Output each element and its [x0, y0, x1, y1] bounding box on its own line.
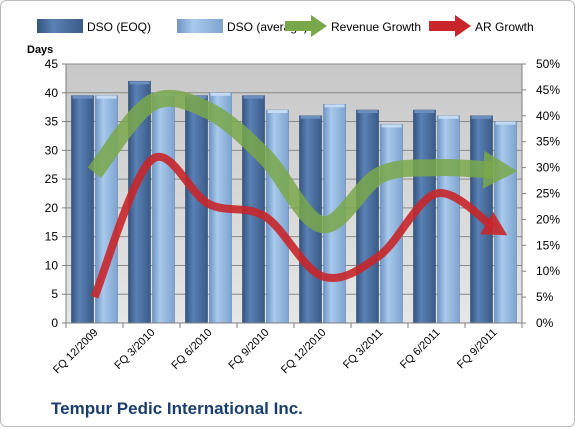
y-tick-label: 20: [45, 201, 59, 215]
bar-dso-average: [152, 92, 175, 324]
x-tick-label: FQ 6/2010: [169, 327, 214, 372]
legend-swatch-dso-average: [177, 19, 223, 33]
x-tick-label: FQ 12/2010: [279, 327, 329, 377]
bar-top-highlight: [72, 95, 93, 99]
company-title: Tempur Pedic International Inc.: [51, 399, 303, 418]
y-tick-label: 40: [45, 86, 59, 100]
bar-top-highlight: [495, 121, 516, 125]
bar-dso-eoq: [413, 109, 436, 324]
legend-label-ar-growth: AR Growth: [475, 20, 534, 34]
y-tick-label: 0: [51, 316, 58, 330]
y-tick-label: 15: [45, 230, 59, 244]
y2-tick-label: 15%: [536, 238, 560, 252]
y2-tick-label: 5%: [536, 290, 554, 304]
y-tick-label: 25: [45, 172, 59, 186]
legend-arrow-revenue-growth: [285, 15, 327, 37]
bar-top-highlight: [438, 115, 459, 119]
y2-tick-label: 20%: [536, 212, 560, 226]
bar-top-highlight: [129, 81, 150, 85]
x-tick-label: FQ 6/2011: [398, 327, 443, 372]
y2-tick-label: 0%: [536, 316, 554, 330]
line-ar-growth: [90, 153, 508, 299]
bar-top-highlight: [96, 95, 117, 99]
y-tick-label: 45: [45, 57, 59, 71]
bar-top-highlight: [324, 104, 345, 108]
bar-top-highlight: [267, 110, 288, 114]
bar-dso-average: [437, 115, 460, 324]
x-tick-label: FQ 9/2011: [455, 327, 500, 372]
y2-tick-label: 45%: [536, 83, 560, 97]
bar-top-highlight: [210, 92, 231, 96]
bar-dso-average: [380, 124, 403, 324]
y-axis-ticks: 0 5 10 15 20 25 30 35 40 45: [45, 57, 66, 330]
bar-dso-eoq: [185, 95, 208, 324]
y-tick-label: 5: [51, 287, 58, 301]
y2-tick-label: 40%: [536, 109, 560, 123]
y2-axis-ticks: 0% 5% 10% 15% 20% 25% 30% 35% 40% 45% 50%: [522, 57, 560, 330]
x-tick-label: FQ 3/2010: [112, 327, 157, 372]
x-tick-label: FQ 12/2009: [51, 327, 101, 377]
bar-top-highlight: [300, 115, 321, 119]
x-tick-label: FQ 9/2010: [226, 327, 271, 372]
y2-tick-label: 30%: [536, 161, 560, 175]
bar-dso-average: [494, 121, 517, 324]
y2-tick-label: 35%: [536, 135, 560, 149]
x-axis-ticks: FQ 12/2009 FQ 3/2010 FQ 6/2010 FQ 9/2010 FQ …: [51, 323, 523, 377]
y-tick-label: 35: [45, 115, 59, 129]
line-revenue-growth: [87, 89, 518, 234]
y-tick-label: 10: [45, 258, 59, 272]
bar-dso-eoq: [71, 95, 94, 324]
legend-swatch-dso-eoq: [37, 19, 83, 33]
x-tick-label: FQ 3/2011: [341, 327, 386, 372]
y-tick-label: 30: [45, 143, 59, 157]
legend-arrow-ar-growth: [429, 15, 471, 37]
y-axis-title: Days: [27, 44, 53, 56]
y2-tick-label: 25%: [536, 187, 560, 201]
bar-top-highlight: [414, 110, 435, 114]
bar-top-highlight: [471, 115, 492, 119]
y2-tick-label: 50%: [536, 57, 560, 71]
y2-tick-label: 10%: [536, 264, 560, 278]
legend-label-revenue-growth: Revenue Growth: [331, 20, 421, 34]
bar-top-highlight: [357, 110, 378, 114]
legend-label-dso-eoq: DSO (EOQ): [87, 20, 151, 34]
bar-dso-eoq: [356, 109, 379, 324]
bar-top-highlight: [243, 95, 264, 99]
growth-lines: [87, 89, 518, 299]
legend: DSO (EOQ) DSO (average) Revenue Growth A…: [37, 15, 534, 37]
bar-top-highlight: [381, 124, 402, 128]
